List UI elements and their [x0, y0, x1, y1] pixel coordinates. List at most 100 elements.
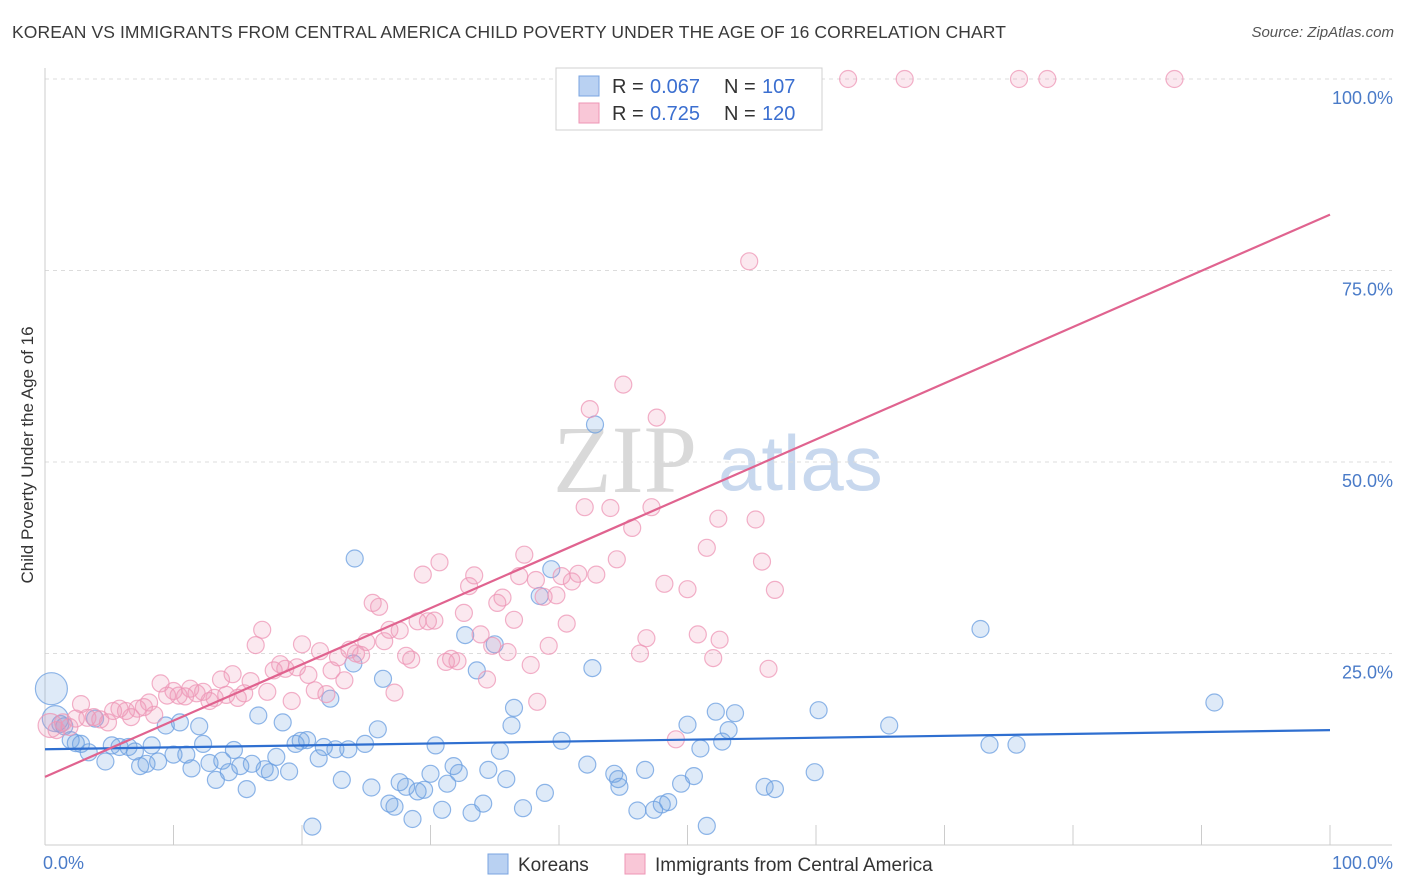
korean-point — [880, 716, 899, 735]
central-america-point — [709, 509, 728, 528]
korean-point — [583, 658, 602, 678]
korean-point — [535, 783, 555, 803]
korean-point — [497, 769, 516, 789]
koreans-trend-line — [44, 729, 1331, 751]
stats-n-label-1: N = — [724, 103, 756, 125]
korean-point — [678, 715, 697, 734]
korean-point — [578, 755, 597, 774]
central-america-point — [746, 510, 765, 529]
central-america-point — [299, 665, 318, 685]
korean-point — [684, 766, 704, 786]
korean-point — [697, 816, 716, 836]
grid-lines — [45, 78, 1392, 654]
korean-point — [170, 713, 189, 732]
central-america-point — [498, 642, 517, 662]
central-america-point — [246, 635, 265, 655]
koreans-points — [34, 415, 1224, 836]
korean-point — [438, 774, 457, 793]
central-america-point — [402, 650, 421, 669]
legend-label-koreans: Koreans — [518, 855, 589, 876]
central-america-point — [547, 586, 566, 605]
central-america-point — [223, 665, 242, 684]
korean-point — [426, 736, 445, 755]
y-tick-label-75: 75.0% — [1342, 280, 1393, 300]
stats-r-value-1: 0.725 — [650, 103, 700, 125]
korean-point — [659, 792, 678, 812]
central-america-point — [752, 552, 772, 571]
korean-point — [635, 760, 655, 780]
korean-point — [980, 735, 999, 754]
x-tick-label-max: 100.0% — [1332, 853, 1393, 873]
korean-point — [286, 734, 305, 754]
legend-swatch-central-america — [624, 853, 646, 875]
central-america-point — [483, 636, 502, 655]
central-america-point — [430, 553, 449, 572]
korean-point — [390, 773, 409, 792]
central-america-point — [740, 252, 759, 271]
korean-point — [142, 736, 161, 755]
stats-legend: R = 0.067 N = 107 R = 0.725 N = 120 — [555, 67, 823, 131]
korean-point — [809, 701, 828, 720]
central-america-point — [526, 570, 546, 590]
korean-point — [449, 763, 468, 783]
korean-point — [502, 716, 521, 735]
stats-n-label-0: N = — [724, 76, 756, 98]
stats-legend-frame — [555, 67, 823, 131]
central-america-point — [1009, 69, 1029, 89]
watermark-atlas: atlas — [718, 419, 883, 507]
chart-title: KOREAN VS IMMIGRANTS FROM CENTRAL AMERIC… — [12, 22, 1007, 42]
korean-point — [231, 756, 250, 776]
central-america-point — [630, 644, 650, 663]
stats-n-value-0: 107 — [762, 76, 795, 98]
central-america-point — [678, 580, 697, 599]
korean-point — [706, 702, 725, 721]
central-america-point — [145, 705, 164, 724]
korean-point — [249, 706, 268, 725]
korean-point — [490, 741, 509, 760]
korean-point — [805, 763, 824, 782]
central-america-point — [471, 625, 490, 644]
korean-point — [385, 797, 404, 816]
y-tick-label-25: 25.0% — [1342, 663, 1393, 683]
central-america-point — [704, 648, 723, 668]
central-america-point — [838, 69, 858, 89]
central-america-trend-line — [44, 213, 1331, 778]
korean-point — [408, 782, 427, 801]
axes — [44, 68, 1392, 846]
korean-point — [34, 672, 69, 706]
central-america-point — [425, 611, 444, 630]
y-tick-label-100: 100.0% — [1332, 88, 1393, 108]
korean-point — [213, 751, 232, 770]
korean-point — [504, 698, 524, 718]
korean-point — [224, 740, 243, 760]
stats-r-label-1: R = — [612, 103, 644, 125]
central-america-point — [448, 652, 467, 671]
central-america-point — [194, 682, 213, 701]
korean-point — [339, 740, 358, 759]
korean-point — [397, 777, 416, 796]
central-america-point — [759, 659, 778, 678]
korean-point — [456, 625, 475, 645]
central-america-point — [504, 610, 524, 629]
korean-point — [608, 769, 628, 789]
stats-r-label-0: R = — [612, 76, 644, 98]
central-america-point — [895, 69, 914, 89]
korean-point — [309, 749, 328, 768]
korean-point — [332, 770, 351, 790]
korean-point — [421, 764, 440, 783]
central-america-point — [765, 580, 785, 600]
central-america-point — [557, 614, 576, 633]
korean-point — [719, 720, 738, 740]
tick-labels: 25.0% 50.0% 75.0% 100.0% 0.0% 100.0% — [43, 88, 1393, 873]
legend-swatch-koreans — [487, 853, 509, 875]
central-america-point — [375, 632, 394, 651]
central-america-point — [614, 375, 633, 394]
central-america-point — [601, 498, 620, 518]
korean-point — [691, 739, 710, 758]
central-america-point — [1038, 69, 1057, 89]
korean-point — [765, 779, 785, 799]
central-america-point — [569, 564, 588, 583]
korean-point — [194, 734, 213, 754]
korean-point — [267, 747, 286, 767]
